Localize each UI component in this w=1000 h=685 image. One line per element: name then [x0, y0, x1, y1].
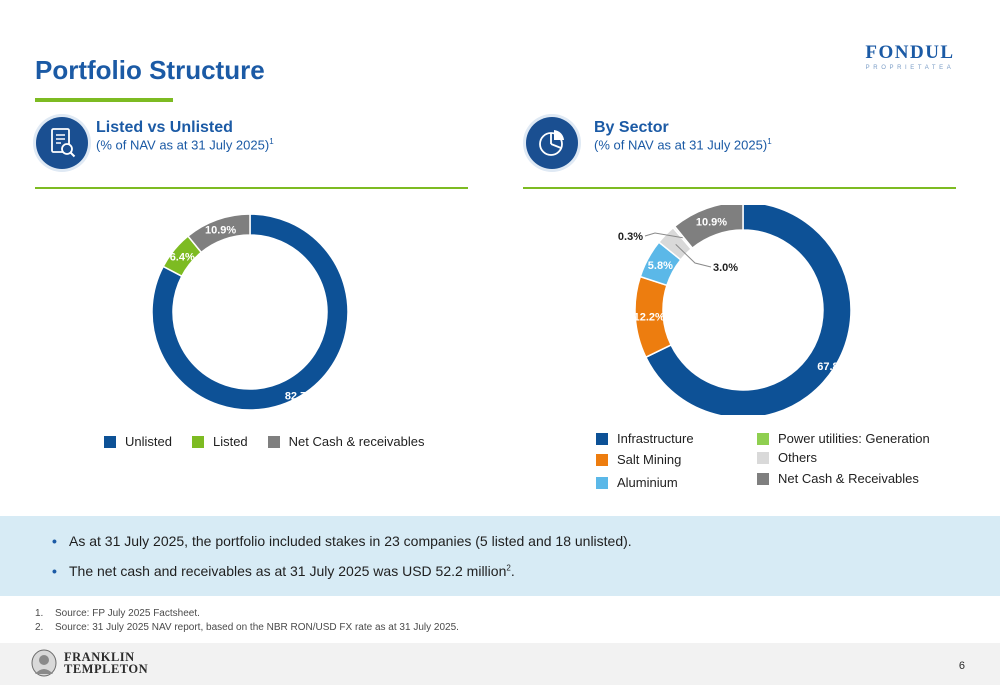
legend-label-others: Others	[778, 450, 818, 465]
footnote-2-num: 2.	[35, 622, 44, 633]
left-section-title: Listed vs Unlisted	[96, 119, 233, 136]
bullet-1: • As at 31 July 2025, the portfolio incl…	[52, 533, 632, 549]
legend-swatch-infrastructure	[596, 432, 608, 445]
legend-swatch-net-cash	[267, 435, 280, 448]
bullet-dot: •	[52, 563, 57, 579]
fondul-logo: FONDUL PROPRIETATEA	[860, 42, 960, 71]
legend-swatch-unlisted	[104, 435, 116, 448]
legend-swatch-aluminium	[596, 476, 608, 489]
legend-label-infrastructure: Infrastructure	[617, 431, 694, 446]
legend-label-power-utilities: Power utilities: Generation	[778, 431, 930, 446]
left-legend: Unlisted Listed Net Cash & receivables	[104, 434, 425, 449]
data-label-aluminium: 5.8%	[648, 260, 673, 272]
data-label-salt-mining: 12.2%	[634, 311, 665, 323]
legend-label-unlisted: Unlisted	[125, 434, 172, 449]
legend-item-infrastructure: Infrastructure	[596, 431, 694, 446]
footnote-1-num: 1.	[35, 608, 44, 619]
page-title: Portfolio Structure	[35, 55, 265, 85]
leader-line-others	[644, 232, 683, 239]
data-label-listed: 6.4%	[170, 252, 195, 264]
legend-label-aluminium: Aluminium	[617, 475, 678, 490]
left-section-subtitle: (% of NAV as at 31 July 2025)1	[96, 137, 274, 153]
footnote-1: 1. Source: FP July 2025 Factsheet.	[35, 608, 200, 619]
data-label-net-cash-receivables: 10.9%	[696, 216, 727, 228]
legend-swatch-salt-mining	[596, 453, 608, 466]
legend-item-net-cash-receivables: Net Cash & Receivables	[757, 471, 919, 486]
legend-swatch-others	[757, 451, 769, 464]
legend-swatch-listed	[191, 435, 204, 448]
legend-label-net-cash-receivables: Net Cash & Receivables	[778, 471, 919, 486]
legend-label-net-cash: Net Cash & receivables	[288, 434, 425, 449]
listed-vs-unlisted-donut: 82.7% 6.4% 10.9%	[151, 213, 349, 411]
data-label-net-cash-receivables: 10.9%	[205, 225, 236, 237]
footnote-2: 2. Source: 31 July 2025 NAV report, based…	[35, 622, 459, 633]
title-underline	[35, 98, 173, 102]
legend-label-salt-mining: Salt Mining	[617, 452, 682, 467]
legend-swatch-net-cash-receivables	[757, 472, 769, 485]
page-number: 6	[958, 660, 965, 672]
donut-slice-unlisted	[151, 213, 349, 411]
legend-swatch-power-utilities	[757, 432, 769, 445]
summary-band	[0, 516, 1000, 596]
legend-item-salt-mining: Salt Mining	[596, 452, 681, 467]
by-sector-donut: 67.8% 12.2% 5.8% 3.0% 0.3% 10.9%	[618, 205, 852, 415]
right-section-rule	[523, 187, 956, 189]
legend-item-power-utilities: Power utilities: Generation	[757, 431, 930, 446]
legend-label-listed: Listed	[212, 434, 248, 449]
brand-line-2: TEMPLETON	[64, 662, 149, 676]
bullet-2: • The net cash and receivables as at 31 …	[52, 563, 515, 579]
data-label-others: 0.3%	[618, 231, 643, 243]
legend-item-aluminium: Aluminium	[596, 475, 678, 490]
data-label-power-utilities-generation: 3.0%	[713, 262, 738, 274]
data-label-unlisted: 82.7%	[285, 390, 316, 402]
bullet-2-text: The net cash and receivables as at 31 Ju…	[69, 563, 515, 579]
pie-chart-icon	[526, 117, 578, 169]
logo-main-text: FONDUL	[865, 42, 955, 63]
donut-slice-net-cash-receivables	[673, 205, 744, 250]
franklin-templeton-logo: FRANKLIN TEMPLETON	[30, 649, 148, 677]
data-label-infrastructure: 67.8%	[817, 361, 848, 373]
bullet-dot: •	[52, 533, 57, 549]
document-search-icon	[36, 117, 88, 169]
donut-slice-infrastructure	[644, 205, 852, 415]
franklin-portrait-icon	[31, 649, 57, 677]
logo-sub-text: PROPRIETATEA	[865, 65, 955, 71]
footnote-2-text: Source: 31 July 2025 NAV report, based o…	[55, 622, 459, 633]
donut-slice-net-cash-receivables	[186, 213, 251, 254]
leader-line-power-utilities-generation	[675, 244, 712, 268]
right-section-title: By Sector	[594, 119, 669, 136]
right-section-subtitle: (% of NAV as at 31 July 2025)1	[594, 137, 772, 153]
brand-line-1: FRANKLIN	[64, 650, 135, 664]
legend-item-others: Others	[757, 450, 817, 465]
footer-bar	[0, 643, 1000, 685]
footnote-1-text: Source: FP July 2025 Factsheet.	[55, 608, 200, 619]
bullet-1-text: As at 31 July 2025, the portfolio includ…	[69, 533, 632, 549]
left-section-rule	[35, 187, 468, 189]
